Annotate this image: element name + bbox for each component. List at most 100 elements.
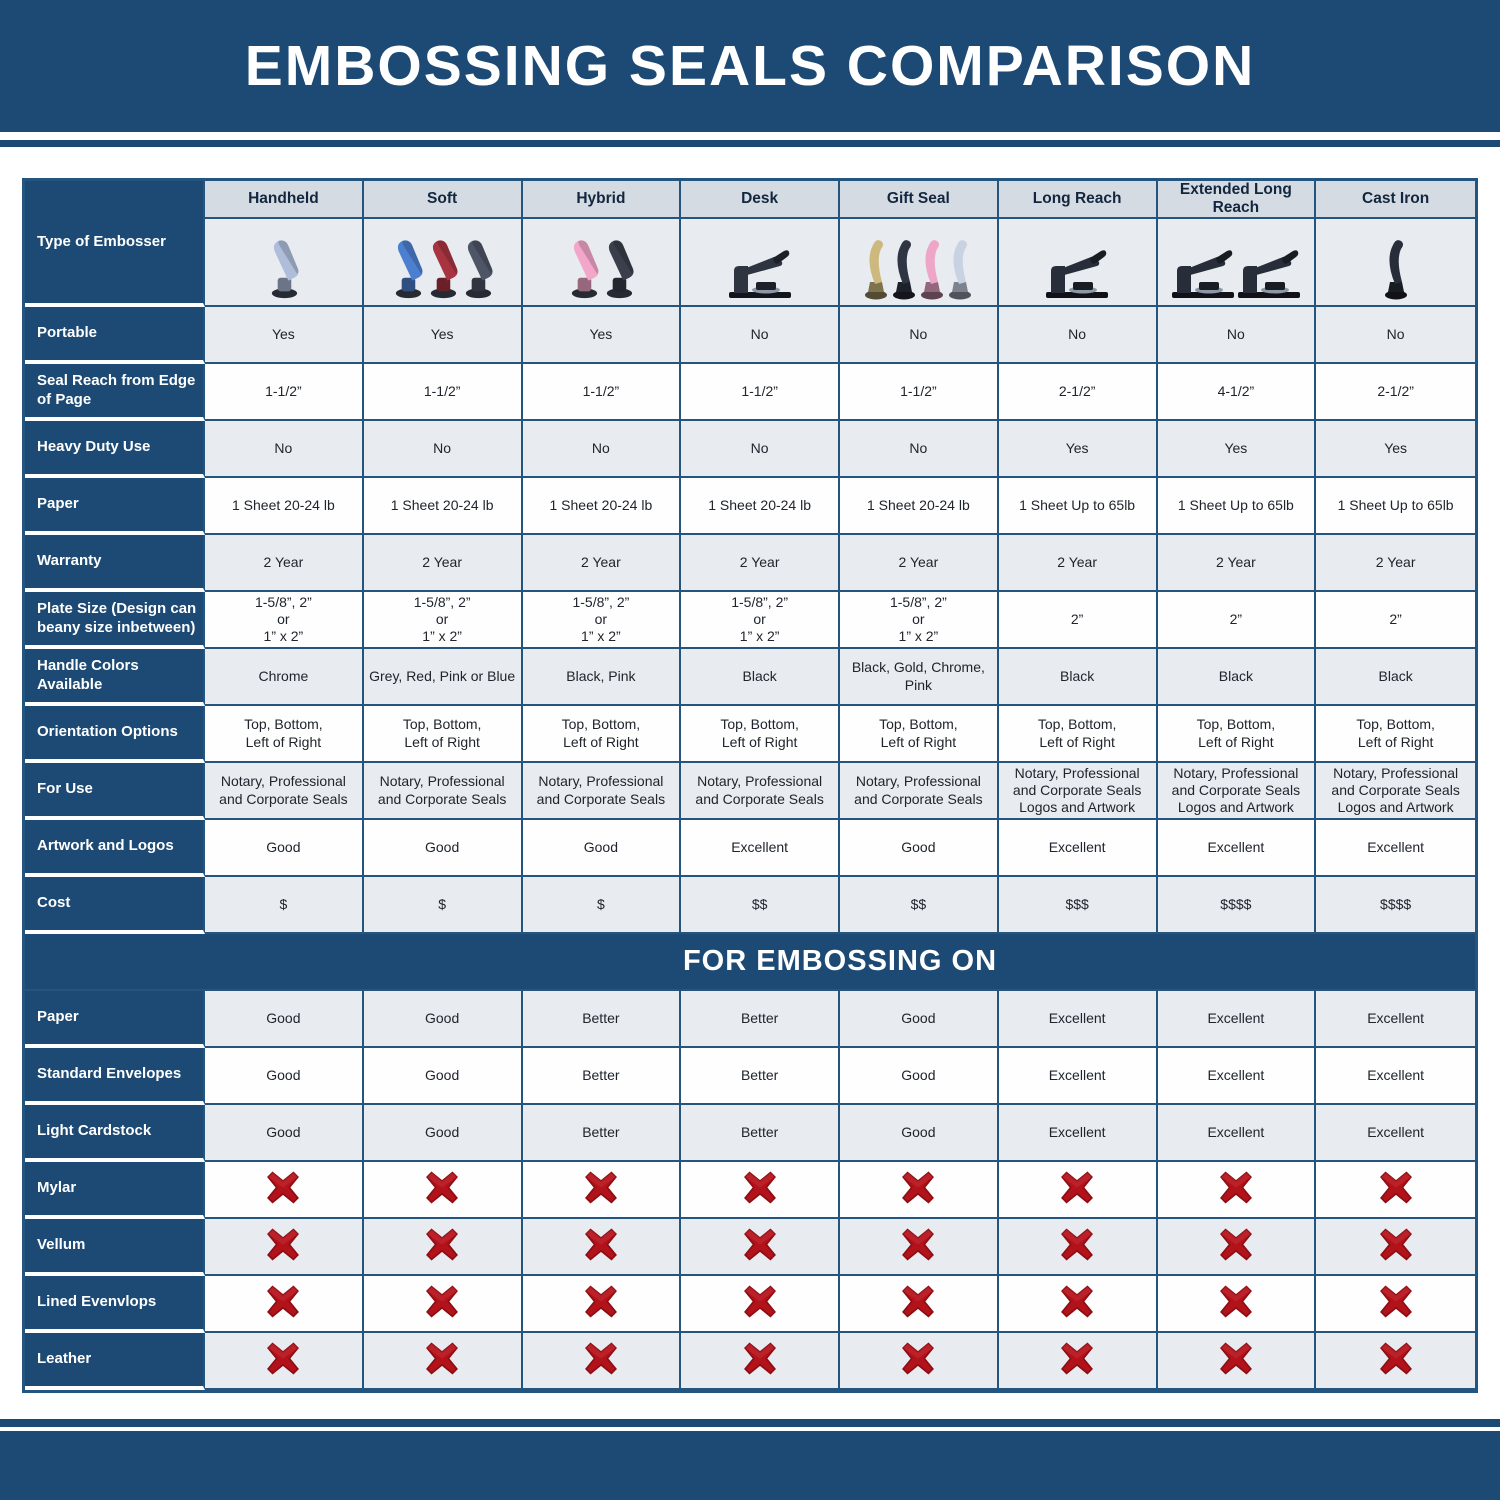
page-header: EMBOSSING SEALS COMPARISON xyxy=(0,0,1500,132)
table-cell: No xyxy=(1157,307,1317,364)
row-label: For Use xyxy=(25,763,205,820)
table-cell: $$$$ xyxy=(1316,877,1475,934)
row-label: Cost xyxy=(25,877,205,934)
table-cell: Yes xyxy=(363,307,523,364)
table-cell-not-supported xyxy=(681,1219,840,1276)
embosser-photo xyxy=(1237,250,1300,298)
red-x-icon xyxy=(267,1228,300,1261)
column-header: Soft xyxy=(363,181,523,219)
table-cell: No xyxy=(998,307,1158,364)
table-cell: $ xyxy=(205,877,364,934)
embosser-photo xyxy=(271,240,299,299)
column-header: Extended Long Reach xyxy=(1157,181,1317,219)
table-cell-not-supported xyxy=(1157,1219,1317,1276)
red-x-icon xyxy=(743,1171,776,1204)
table-cell: Chrome xyxy=(205,649,364,706)
table-cell-not-supported xyxy=(205,1219,364,1276)
table-cell-not-supported xyxy=(840,1276,999,1333)
red-x-icon xyxy=(426,1171,459,1204)
row-label: Portable xyxy=(25,307,205,364)
embosser-photo xyxy=(921,240,944,300)
red-x-icon xyxy=(584,1342,617,1375)
table-cell-not-supported xyxy=(998,1162,1158,1219)
table-cell: Top, Bottom, Left of Right xyxy=(840,706,999,763)
embosser-image-cell xyxy=(522,219,682,307)
table-cell: Notary, Professional and Corporate Seals xyxy=(205,763,364,820)
embosser-photo xyxy=(728,250,791,298)
table-cell: 2-1/2” xyxy=(998,364,1158,421)
table-cell: Black, Pink xyxy=(522,649,682,706)
table-cell: Excellent xyxy=(998,1048,1158,1105)
table-cell-not-supported xyxy=(840,1333,999,1390)
footer-band xyxy=(0,1431,1500,1500)
embosser-photo xyxy=(893,240,916,300)
row-label: Plate Size (Design can beany size inbetw… xyxy=(25,592,205,649)
column-header: Long Reach xyxy=(998,181,1158,219)
row-label: Paper xyxy=(25,991,205,1048)
table-cell: 1-1/2” xyxy=(205,364,364,421)
red-x-icon xyxy=(584,1171,617,1204)
table-cell: Notary, Professional and Corporate Seals xyxy=(840,763,999,820)
table-cell: 1 Sheet 20-24 lb xyxy=(522,478,682,535)
table-cell: 1-1/2” xyxy=(681,364,840,421)
red-x-icon xyxy=(743,1228,776,1261)
table-cell: 1 Sheet 20-24 lb xyxy=(840,478,999,535)
table-cell: Good xyxy=(205,1048,364,1105)
table-cell: $ xyxy=(363,877,523,934)
table-cell: Notary, Professional and Corporate Seals… xyxy=(998,763,1158,820)
table-cell: 1-1/2” xyxy=(840,364,999,421)
table-cell: $$$$ xyxy=(1157,877,1317,934)
table-cell: Good xyxy=(363,820,523,877)
red-x-icon xyxy=(1061,1342,1094,1375)
red-x-icon xyxy=(1219,1285,1252,1318)
table-cell-not-supported xyxy=(205,1162,364,1219)
table-cell: No xyxy=(522,421,682,478)
section-title: FOR EMBOSSING ON xyxy=(682,945,998,977)
table-cell: Black xyxy=(998,649,1158,706)
red-x-icon xyxy=(426,1285,459,1318)
table-cell: Good xyxy=(840,1048,999,1105)
table-cell: 1-1/2” xyxy=(522,364,682,421)
red-x-icon xyxy=(1379,1285,1412,1318)
column-header: Cast Iron xyxy=(1316,181,1475,219)
table-cell-not-supported xyxy=(998,1333,1158,1390)
table-cell: Better xyxy=(522,1105,682,1162)
table-cell: Black, Gold, Chrome, Pink xyxy=(840,649,999,706)
table-cell: Top, Bottom, Left of Right xyxy=(998,706,1158,763)
red-x-icon xyxy=(1379,1342,1412,1375)
row-label: Paper xyxy=(25,478,205,535)
table-cell: Good xyxy=(840,820,999,877)
table-cell: Black xyxy=(1316,649,1475,706)
table-cell: Good xyxy=(840,991,999,1048)
table-cell: Top, Bottom, Left of Right xyxy=(681,706,840,763)
table-cell: Good xyxy=(840,1105,999,1162)
table-cell: Excellent xyxy=(681,820,840,877)
table-cell: 1 Sheet Up to 65lb xyxy=(1316,478,1475,535)
table-cell: Yes xyxy=(1157,421,1317,478)
red-x-icon xyxy=(267,1285,300,1318)
table-cell: No xyxy=(840,421,999,478)
table-cell-not-supported xyxy=(1157,1276,1317,1333)
red-x-icon xyxy=(1219,1171,1252,1204)
row-label: Lined Evenvlops xyxy=(25,1276,205,1333)
embosser-photo xyxy=(430,240,458,299)
table-cell: Excellent xyxy=(1316,991,1475,1048)
table-cell: Yes xyxy=(1316,421,1475,478)
table-cell: Top, Bottom, Left of Right xyxy=(1157,706,1317,763)
page-title: EMBOSSING SEALS COMPARISON xyxy=(244,34,1256,98)
table-cell: Notary, Professional and Corporate Seals… xyxy=(1157,763,1317,820)
footer-rule xyxy=(0,1419,1500,1427)
table-cell-not-supported xyxy=(840,1219,999,1276)
table-cell: 2 Year xyxy=(522,535,682,592)
row-label: Standard Envelopes xyxy=(25,1048,205,1105)
table-cell: $$$ xyxy=(998,877,1158,934)
column-header: Hybrid xyxy=(522,181,682,219)
embosser-photo xyxy=(606,240,634,299)
embosser-photo xyxy=(395,240,423,299)
table-cell: Better xyxy=(522,991,682,1048)
column-header: Desk xyxy=(681,181,840,219)
red-x-icon xyxy=(902,1171,935,1204)
table-cell: Good xyxy=(205,991,364,1048)
embosser-image-cell xyxy=(363,219,523,307)
table-cell: 1-5/8”, 2” or 1” x 2” xyxy=(522,592,682,649)
